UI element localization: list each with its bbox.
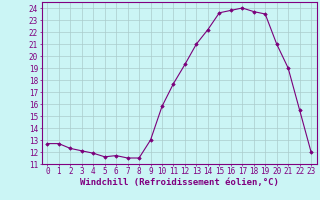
X-axis label: Windchill (Refroidissement éolien,°C): Windchill (Refroidissement éolien,°C) bbox=[80, 178, 279, 187]
